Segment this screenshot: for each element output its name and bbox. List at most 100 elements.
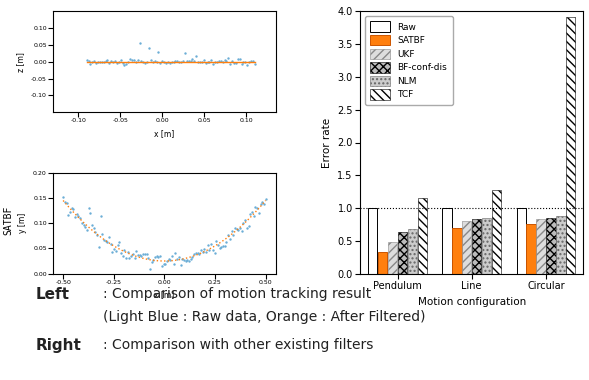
Point <box>143 59 152 65</box>
Point <box>74 213 83 219</box>
Y-axis label: z [m]: z [m] <box>16 52 25 72</box>
Point <box>72 211 81 217</box>
Point <box>210 250 219 256</box>
Point <box>227 58 237 64</box>
Point <box>240 217 250 223</box>
Point <box>193 59 203 65</box>
Point <box>218 59 227 65</box>
Point <box>160 59 169 65</box>
Point <box>220 243 230 249</box>
Point <box>178 59 188 65</box>
Point <box>257 198 267 204</box>
Point <box>256 201 265 207</box>
Point <box>167 253 177 259</box>
Point <box>181 258 190 264</box>
Point <box>82 57 91 63</box>
Point <box>127 253 136 259</box>
Point <box>93 59 102 65</box>
Point <box>253 204 262 211</box>
Text: : Comparison with other existing filters: : Comparison with other existing filters <box>103 338 373 352</box>
Point <box>84 205 94 211</box>
Point <box>100 237 109 243</box>
Point <box>127 57 137 63</box>
Bar <box>472 219 481 274</box>
Point <box>246 58 256 64</box>
Point <box>137 253 146 260</box>
Bar <box>398 232 407 274</box>
Point <box>163 59 173 65</box>
Point <box>91 60 101 66</box>
Point <box>152 59 161 65</box>
Point <box>65 209 75 215</box>
Point <box>219 243 228 249</box>
Point <box>142 251 151 257</box>
Point <box>184 258 194 264</box>
Point <box>99 59 108 65</box>
Bar <box>388 242 397 274</box>
Point <box>161 261 170 267</box>
Point <box>214 58 224 64</box>
Bar <box>462 221 472 274</box>
Point <box>148 257 158 263</box>
Point <box>254 210 263 216</box>
Point <box>67 205 77 211</box>
Point <box>193 250 202 256</box>
Point <box>200 246 209 252</box>
Text: Right: Right <box>35 338 81 353</box>
Point <box>88 59 97 65</box>
Point <box>128 251 138 257</box>
Point <box>212 59 221 65</box>
Point <box>208 247 217 253</box>
Point <box>155 253 165 259</box>
Point <box>169 261 178 267</box>
Point <box>125 255 134 261</box>
Point <box>186 256 196 262</box>
Point <box>235 56 244 62</box>
Point <box>226 61 235 67</box>
Point <box>205 59 214 65</box>
Point <box>207 57 216 63</box>
Point <box>75 215 85 221</box>
Point <box>120 247 129 253</box>
Point <box>174 59 184 65</box>
Point <box>148 59 157 65</box>
Point <box>124 59 133 65</box>
Point <box>237 61 246 67</box>
Point <box>195 59 204 65</box>
Point <box>81 224 90 230</box>
Point <box>190 251 199 257</box>
Point <box>179 256 188 263</box>
Point <box>116 250 125 256</box>
Point <box>210 59 220 65</box>
Text: Left: Left <box>35 287 70 302</box>
Point <box>183 256 192 263</box>
Point <box>131 248 141 254</box>
Point <box>150 255 160 261</box>
Point <box>203 242 213 248</box>
Point <box>140 60 150 66</box>
Point <box>157 58 167 64</box>
Point <box>121 61 131 67</box>
Point <box>162 258 171 264</box>
Point <box>186 59 195 65</box>
Point <box>197 59 207 65</box>
Point <box>161 60 171 66</box>
Point <box>111 248 121 254</box>
Point <box>114 59 124 65</box>
Point <box>207 241 216 247</box>
Point <box>261 196 270 202</box>
Point <box>113 242 123 248</box>
Point <box>112 60 121 66</box>
Point <box>244 223 253 229</box>
Point <box>133 57 143 63</box>
Bar <box>537 219 546 274</box>
Point <box>259 201 269 207</box>
Point <box>198 249 207 255</box>
Point <box>105 60 114 66</box>
Point <box>173 256 182 262</box>
Point <box>222 239 231 245</box>
X-axis label: x [m]: x [m] <box>154 290 174 299</box>
Point <box>110 58 120 64</box>
X-axis label: Motion configuration: Motion configuration <box>418 297 526 307</box>
Bar <box>378 252 388 274</box>
